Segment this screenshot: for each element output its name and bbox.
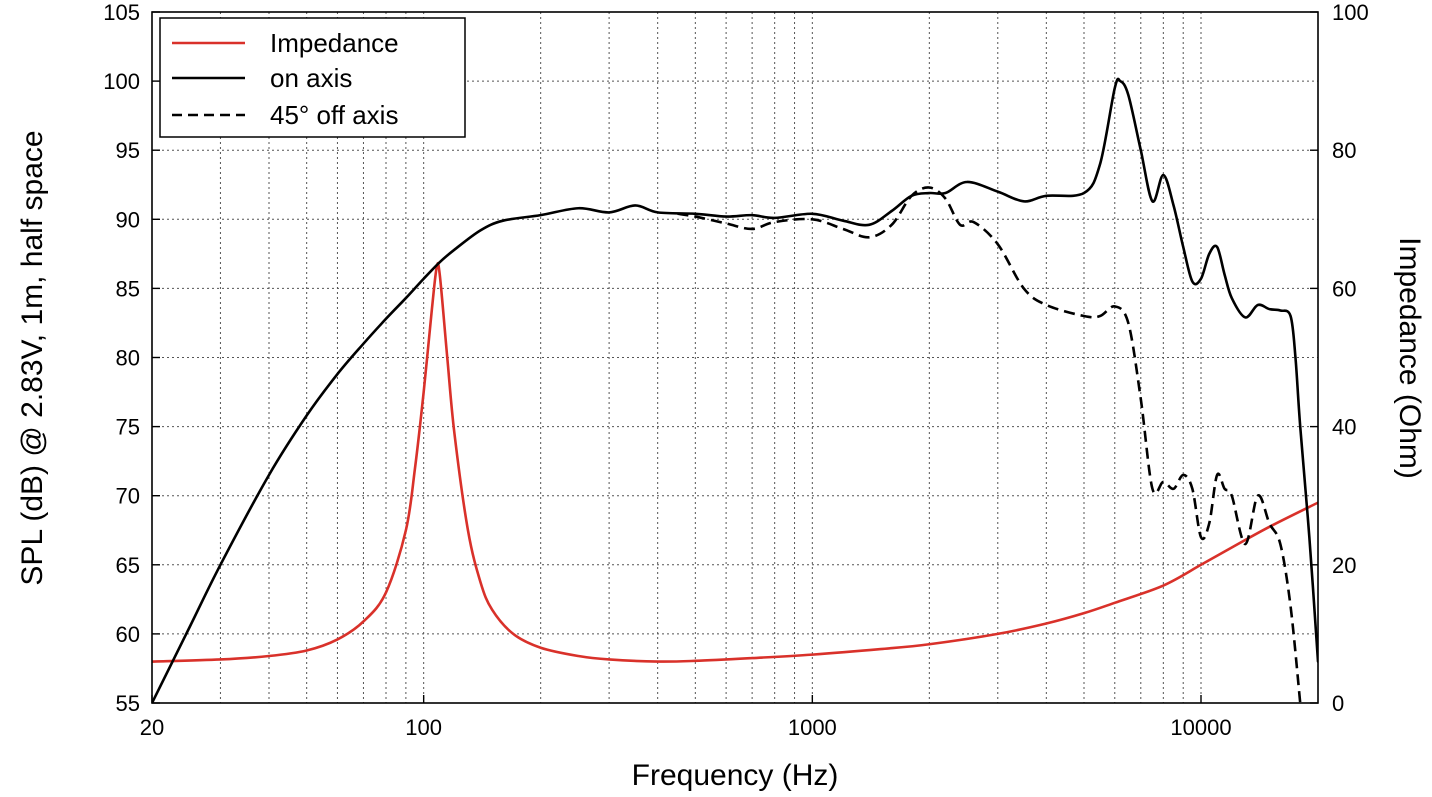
- right-axis-title: Impedance (Ohm): [1393, 237, 1426, 479]
- legend-label-off-axis: 45° off axis: [270, 100, 398, 130]
- x-axis-title: Frequency (Hz): [632, 759, 839, 792]
- left-axis: 55 60 65 70 75 80 85 90 95 100 105: [103, 0, 160, 716]
- legend-label-on-axis: on axis: [270, 63, 352, 93]
- left-tick-label: 100: [103, 69, 140, 94]
- series-on-axis: [152, 77, 1318, 703]
- right-tick-label: 80: [1332, 138, 1356, 163]
- left-tick-label: 70: [116, 484, 140, 509]
- x-axis: 20 100 1000 10000: [140, 695, 1232, 740]
- legend-label-impedance: Impedance: [270, 28, 399, 58]
- left-tick-label: 65: [116, 553, 140, 578]
- series-impedance: [152, 262, 1318, 663]
- x-tick-label: 10000: [1170, 715, 1231, 740]
- right-tick-label: 40: [1332, 415, 1356, 440]
- left-tick-label: 95: [116, 138, 140, 163]
- legend: Impedance on axis 45° off axis: [159, 17, 466, 138]
- left-tick-label: 90: [116, 207, 140, 232]
- x-tick-label: 100: [405, 715, 442, 740]
- left-tick-label: 85: [116, 276, 140, 301]
- right-tick-label: 0: [1332, 691, 1344, 716]
- right-tick-label: 100: [1332, 0, 1369, 25]
- left-axis-title: SPL (dB) @ 2.83V, 1m, half space: [16, 130, 49, 585]
- left-tick-label: 75: [116, 415, 140, 440]
- right-tick-label: 20: [1332, 553, 1356, 578]
- left-tick-label: 60: [116, 622, 140, 647]
- left-tick-label: 105: [103, 0, 140, 25]
- series-off-axis-45: [677, 186, 1302, 703]
- right-tick-label: 60: [1332, 276, 1356, 301]
- x-tick-label: 1000: [788, 715, 837, 740]
- right-axis: 0 20 40 60 80 100: [1310, 0, 1369, 716]
- x-tick-label: 20: [140, 715, 164, 740]
- left-tick-label: 55: [116, 691, 140, 716]
- left-tick-label: 80: [116, 346, 140, 371]
- plot-series: [152, 77, 1318, 703]
